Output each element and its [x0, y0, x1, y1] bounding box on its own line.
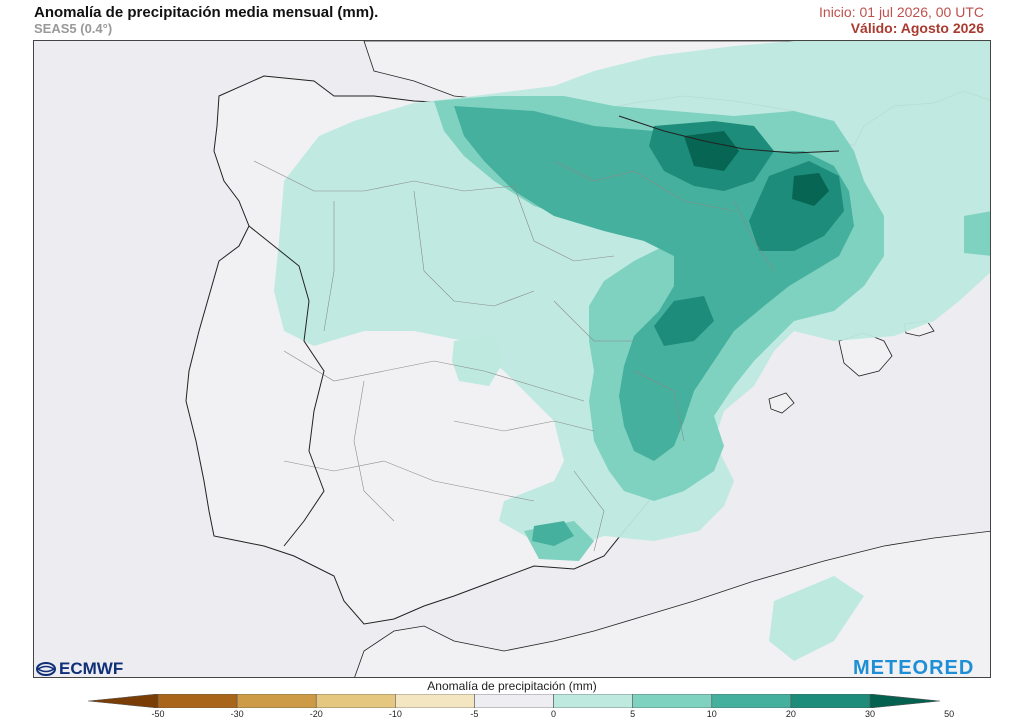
init-time: Inicio: 01 jul 2026, 00 UTC [819, 4, 984, 20]
ecmwf-logo: ECMWF [36, 659, 123, 679]
region-borders [253, 160, 775, 552]
legend-tick-label: 0 [551, 709, 557, 719]
ecmwf-logo-text: ECMWF [59, 659, 124, 678]
colorbar-segment [157, 694, 238, 708]
colorbar-segment [474, 694, 554, 708]
legend-title: Anomalía de precipitación (mm) [427, 679, 597, 693]
anomaly-area-20mm [454, 106, 854, 461]
anomaly-area-20mm-south [532, 521, 574, 546]
colorbar-segment [553, 694, 633, 708]
legend-tick-label: 30 [864, 709, 876, 719]
legend-tick-label: -5 [470, 709, 479, 719]
map-frame [33, 40, 991, 678]
colorbar-segment [236, 694, 317, 708]
meteored-logo: METEORED [853, 657, 975, 679]
colorbar-segment [869, 694, 940, 708]
anomaly-patch-5mm-africa [769, 576, 864, 661]
legend-tick-label: 5 [630, 709, 636, 719]
anomaly-patch-10mm-east [964, 211, 990, 256]
model-subtitle: SEAS5 (0.4°) [34, 21, 113, 36]
colorbar-segment [790, 694, 871, 708]
valid-period: Válido: Agosto 2026 [850, 20, 984, 36]
colorbar-segment [315, 694, 396, 708]
legend-tick-label: -20 [309, 709, 323, 719]
france-spain-border [618, 115, 840, 154]
ibiza-island [768, 392, 795, 414]
anomaly-area-50mm-east [792, 173, 829, 206]
portugal-spain-border [248, 225, 325, 547]
legend-tick-label: -30 [230, 709, 244, 719]
legend-tick-label: 20 [785, 709, 796, 719]
ecmwf-globe-icon [36, 662, 56, 676]
colorbar-segment [88, 694, 159, 708]
legend-tick-label: 10 [706, 709, 717, 719]
legend-tick-label: -50 [151, 709, 165, 719]
colorbar-segment [632, 694, 713, 708]
colorbar-segment [711, 694, 792, 708]
legend-ticks: -50 -30 -20 -10 -5 0 5 10 20 30 50 [0, 709, 1024, 721]
precipitation-map [34, 41, 990, 677]
colorbar-segment [395, 694, 475, 708]
map-title: Anomalía de precipitación media mensual … [34, 4, 379, 21]
legend-tick-label: -10 [388, 709, 402, 719]
anomaly-area-30mm-valencia [654, 296, 714, 346]
legend-tick-label: 50 [944, 709, 955, 719]
anomaly-area-50mm-north [684, 131, 739, 171]
legend-colorbar [88, 694, 940, 708]
anomaly-patch-5mm-center [452, 336, 504, 386]
